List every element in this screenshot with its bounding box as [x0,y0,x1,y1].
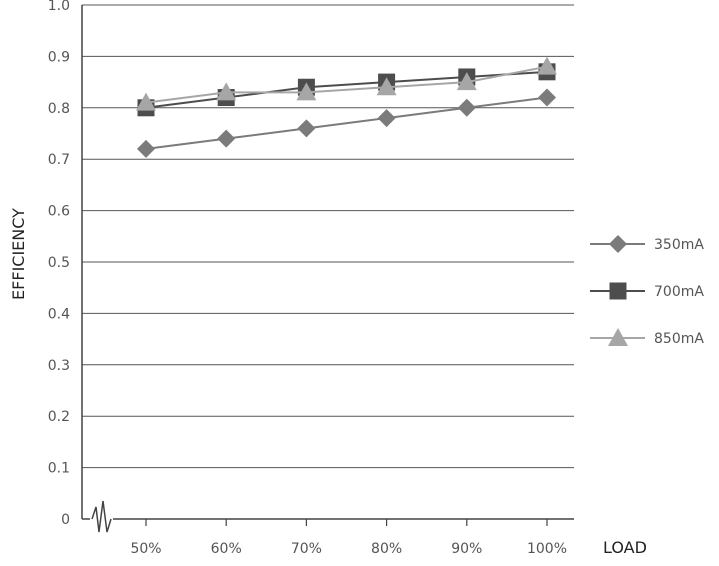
y-tick-label: 0.2 [48,409,70,425]
data-point [137,139,155,158]
data-point [457,98,476,117]
legend-marker [609,282,627,300]
y-tick-label: 0.8 [48,101,70,117]
x-tick-labels: 50% 60% 70% 80% 90% 100% [130,519,567,557]
data-point [456,72,477,91]
y-tick-label: 0.6 [48,204,70,220]
legend-item: 350mA [590,235,704,253]
legend: 350mA 700mA 850mA [590,235,704,347]
series-850mA [136,56,557,111]
legend-marker [608,328,628,346]
y-tick-label: 0.4 [48,306,70,322]
gridlines [82,4,574,469]
legend-marker [609,235,627,253]
series-lines [136,56,557,158]
data-point [217,129,236,148]
x-tick-label: 100% [527,541,567,557]
x-tick-label: 60% [211,541,242,557]
x-tick-label: 80% [371,541,402,557]
legend-item: 700mA [590,282,704,300]
data-point [296,82,317,101]
y-tick-label: 0.1 [48,461,70,477]
x-tick-label: 90% [451,541,482,557]
data-point [537,56,557,75]
series-350mA [137,88,556,158]
series-line [145,70,548,109]
y-tick-label: 0.7 [48,152,70,168]
y-axis-title: EFFICIENCY [9,208,28,300]
data-point [377,109,396,128]
data-point [376,77,397,96]
legend-label: 350mA [654,237,704,253]
series-line [145,96,548,150]
y-tick-label: 0 [61,512,70,528]
x-tick-label: 50% [130,541,161,557]
axes [81,5,574,533]
x-axis-title: LOAD [603,538,647,557]
legend-label: 850mA [654,331,704,347]
data-point [136,92,156,111]
y-tick-label: 0.5 [48,255,70,271]
legend-item: 850mA [590,328,704,347]
data-point [297,119,316,138]
data-point [538,88,556,107]
y-tick-label: 1.0 [48,0,70,14]
axis-break-symbol [91,500,112,533]
legend-label: 700mA [654,284,704,300]
y-tick-label: 0.3 [48,358,70,374]
y-tick-label: 0.9 [48,49,70,65]
x-tick-label: 70% [291,541,322,557]
series-line [145,65,548,104]
data-point [216,82,237,101]
y-tick-labels: 0 0.1 0.2 0.3 0.4 0.5 0.6 0.7 0.8 0.9 1.0 [48,0,70,528]
